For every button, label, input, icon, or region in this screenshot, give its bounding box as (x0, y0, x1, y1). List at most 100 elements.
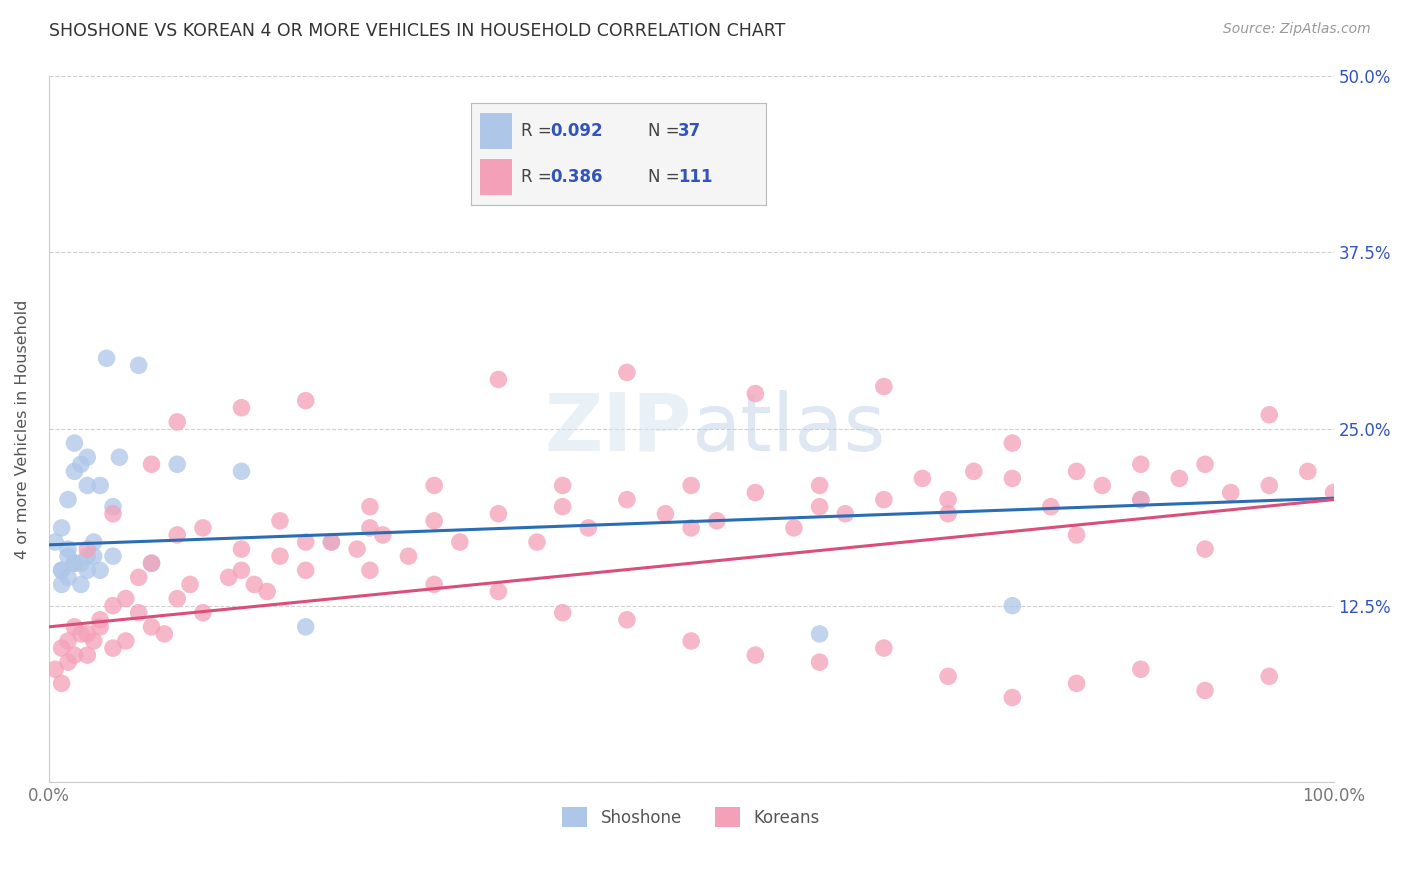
Point (51, 641, 73, 656)
Point (141, 620, 163, 634)
Point (1039, 500, 1062, 514)
Point (359, 563, 381, 577)
Point (1168, 471, 1191, 485)
Point (1129, 492, 1152, 507)
Point (486, 584, 509, 599)
Point (1129, 662, 1152, 676)
Point (936, 492, 959, 507)
Point (76, 542, 98, 557)
Text: N =: N = (648, 122, 685, 140)
Point (166, 528, 188, 542)
Point (1219, 485, 1241, 500)
Point (269, 514, 291, 528)
Point (89, 563, 111, 577)
Point (63, 556, 86, 570)
Point (101, 599, 124, 613)
Point (76, 450, 98, 465)
Point (191, 606, 214, 620)
Point (51, 676, 73, 690)
Text: 37: 37 (678, 122, 702, 140)
Point (526, 535, 548, 549)
Text: 111: 111 (678, 168, 713, 186)
Text: N =: N = (648, 168, 685, 186)
Point (1296, 464, 1319, 478)
Point (128, 359, 150, 373)
Point (231, 542, 253, 557)
Point (744, 485, 766, 500)
Point (1066, 676, 1088, 690)
Point (449, 535, 471, 549)
Point (423, 478, 446, 492)
Point (269, 549, 291, 564)
Text: 0.092: 0.092 (551, 122, 603, 140)
Point (51, 521, 73, 535)
Point (294, 393, 316, 408)
Point (70, 577, 93, 591)
Point (321, 535, 343, 549)
Point (44, 662, 66, 676)
Point (706, 514, 728, 528)
Point (936, 507, 959, 521)
Point (56, 542, 79, 557)
Point (141, 556, 163, 570)
Point (56, 634, 79, 648)
Point (321, 535, 343, 549)
Point (114, 634, 136, 648)
Point (1194, 457, 1216, 471)
Point (76, 563, 98, 577)
Point (56, 549, 79, 564)
Point (83, 535, 105, 549)
Point (63, 464, 86, 478)
Point (128, 570, 150, 584)
Point (616, 613, 638, 627)
Point (96, 351, 118, 366)
Point (359, 500, 381, 514)
Point (141, 457, 163, 471)
Point (56, 570, 79, 584)
Point (551, 478, 574, 492)
Point (1258, 478, 1281, 492)
Point (101, 641, 124, 656)
Point (616, 492, 638, 507)
Point (371, 528, 394, 542)
Point (681, 478, 703, 492)
Point (1001, 599, 1024, 613)
Point (63, 648, 86, 662)
Point (744, 386, 766, 401)
Point (44, 535, 66, 549)
Point (808, 478, 831, 492)
Point (114, 591, 136, 606)
Point (56, 655, 79, 669)
Point (936, 669, 959, 683)
Point (218, 570, 240, 584)
Point (1066, 464, 1088, 478)
Point (76, 549, 98, 564)
Point (963, 464, 986, 478)
Point (294, 620, 316, 634)
Point (101, 507, 124, 521)
Point (51, 577, 73, 591)
Point (1258, 669, 1281, 683)
Point (1001, 436, 1024, 450)
Point (1194, 542, 1216, 557)
Point (56, 492, 79, 507)
Bar (479, 112, 512, 149)
Point (191, 521, 214, 535)
Point (76, 627, 98, 641)
Point (83, 634, 105, 648)
Point (1066, 528, 1088, 542)
Point (63, 556, 86, 570)
Point (243, 577, 266, 591)
Point (1258, 408, 1281, 422)
Point (576, 521, 599, 535)
Point (51, 563, 73, 577)
Bar (479, 159, 512, 194)
Point (681, 521, 703, 535)
Point (654, 507, 676, 521)
Point (76, 478, 98, 492)
Point (808, 627, 831, 641)
Point (294, 535, 316, 549)
Point (1322, 485, 1344, 500)
Point (76, 648, 98, 662)
Point (808, 500, 831, 514)
